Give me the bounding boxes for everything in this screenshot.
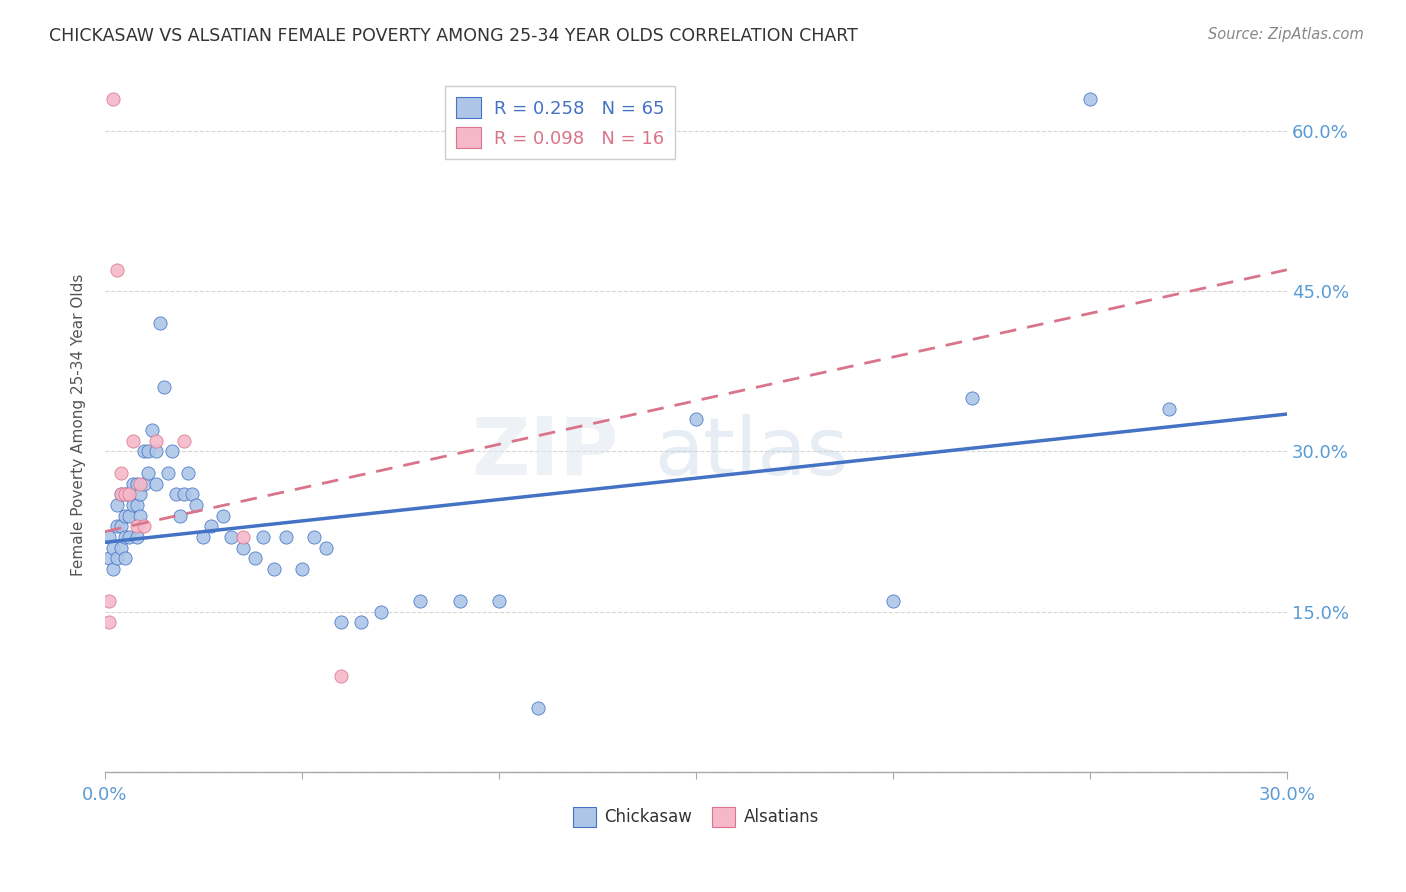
Point	[219, 530, 242, 544]
Point	[145, 434, 167, 448]
Point	[212, 508, 235, 523]
Point	[121, 498, 143, 512]
Point	[145, 444, 167, 458]
Point	[134, 444, 156, 458]
Point	[232, 541, 254, 555]
Point	[105, 498, 128, 512]
Point	[153, 380, 176, 394]
Point	[165, 487, 187, 501]
Point	[105, 262, 128, 277]
Y-axis label: Female Poverty Among 25-34 Year Olds: Female Poverty Among 25-34 Year Olds	[72, 274, 86, 576]
Point	[125, 498, 148, 512]
Point	[276, 530, 298, 544]
Point	[114, 487, 136, 501]
Point	[105, 551, 128, 566]
Point	[409, 594, 432, 608]
Point	[302, 530, 325, 544]
Point	[136, 444, 159, 458]
Point	[110, 487, 132, 501]
Point	[97, 530, 120, 544]
Point	[129, 508, 152, 523]
Point	[110, 466, 132, 480]
Point	[527, 701, 550, 715]
Point	[141, 423, 163, 437]
Point	[117, 508, 139, 523]
Text: ZIP: ZIP	[472, 414, 619, 491]
Point	[1078, 92, 1101, 106]
Point	[114, 551, 136, 566]
Point	[960, 391, 983, 405]
Point	[330, 669, 353, 683]
Point	[291, 562, 314, 576]
Point	[173, 434, 195, 448]
Point	[101, 562, 124, 576]
Point	[169, 508, 191, 523]
Point	[129, 487, 152, 501]
Point	[114, 530, 136, 544]
Point	[252, 530, 274, 544]
Point	[177, 466, 200, 480]
Point	[330, 615, 353, 630]
Point	[184, 498, 207, 512]
Text: Source: ZipAtlas.com: Source: ZipAtlas.com	[1208, 27, 1364, 42]
Text: atlas: atlas	[655, 414, 849, 491]
Point	[117, 530, 139, 544]
Point	[145, 476, 167, 491]
Point	[121, 434, 143, 448]
Point	[160, 444, 183, 458]
Point	[243, 551, 266, 566]
Point	[125, 476, 148, 491]
Point	[157, 466, 180, 480]
Point	[129, 476, 152, 491]
Point	[149, 316, 172, 330]
Point	[105, 519, 128, 533]
Point	[97, 594, 120, 608]
Point	[370, 605, 392, 619]
Point	[97, 615, 120, 630]
Legend: Chickasaw, Alsatians: Chickasaw, Alsatians	[567, 801, 825, 833]
Point	[200, 519, 222, 533]
Point	[134, 519, 156, 533]
Point	[449, 594, 471, 608]
Point	[315, 541, 337, 555]
Point	[232, 530, 254, 544]
Point	[136, 466, 159, 480]
Point	[97, 551, 120, 566]
Point	[263, 562, 285, 576]
Point	[882, 594, 904, 608]
Point	[173, 487, 195, 501]
Point	[121, 476, 143, 491]
Point	[125, 519, 148, 533]
Point	[117, 487, 139, 501]
Point	[180, 487, 202, 501]
Point	[1157, 401, 1180, 416]
Text: CHICKASAW VS ALSATIAN FEMALE POVERTY AMONG 25-34 YEAR OLDS CORRELATION CHART: CHICKASAW VS ALSATIAN FEMALE POVERTY AMO…	[49, 27, 858, 45]
Point	[117, 487, 139, 501]
Point	[134, 476, 156, 491]
Point	[125, 530, 148, 544]
Point	[110, 519, 132, 533]
Point	[114, 508, 136, 523]
Point	[101, 92, 124, 106]
Point	[350, 615, 373, 630]
Point	[101, 541, 124, 555]
Point	[685, 412, 707, 426]
Point	[193, 530, 215, 544]
Point	[488, 594, 510, 608]
Point	[110, 487, 132, 501]
Point	[114, 487, 136, 501]
Point	[110, 541, 132, 555]
